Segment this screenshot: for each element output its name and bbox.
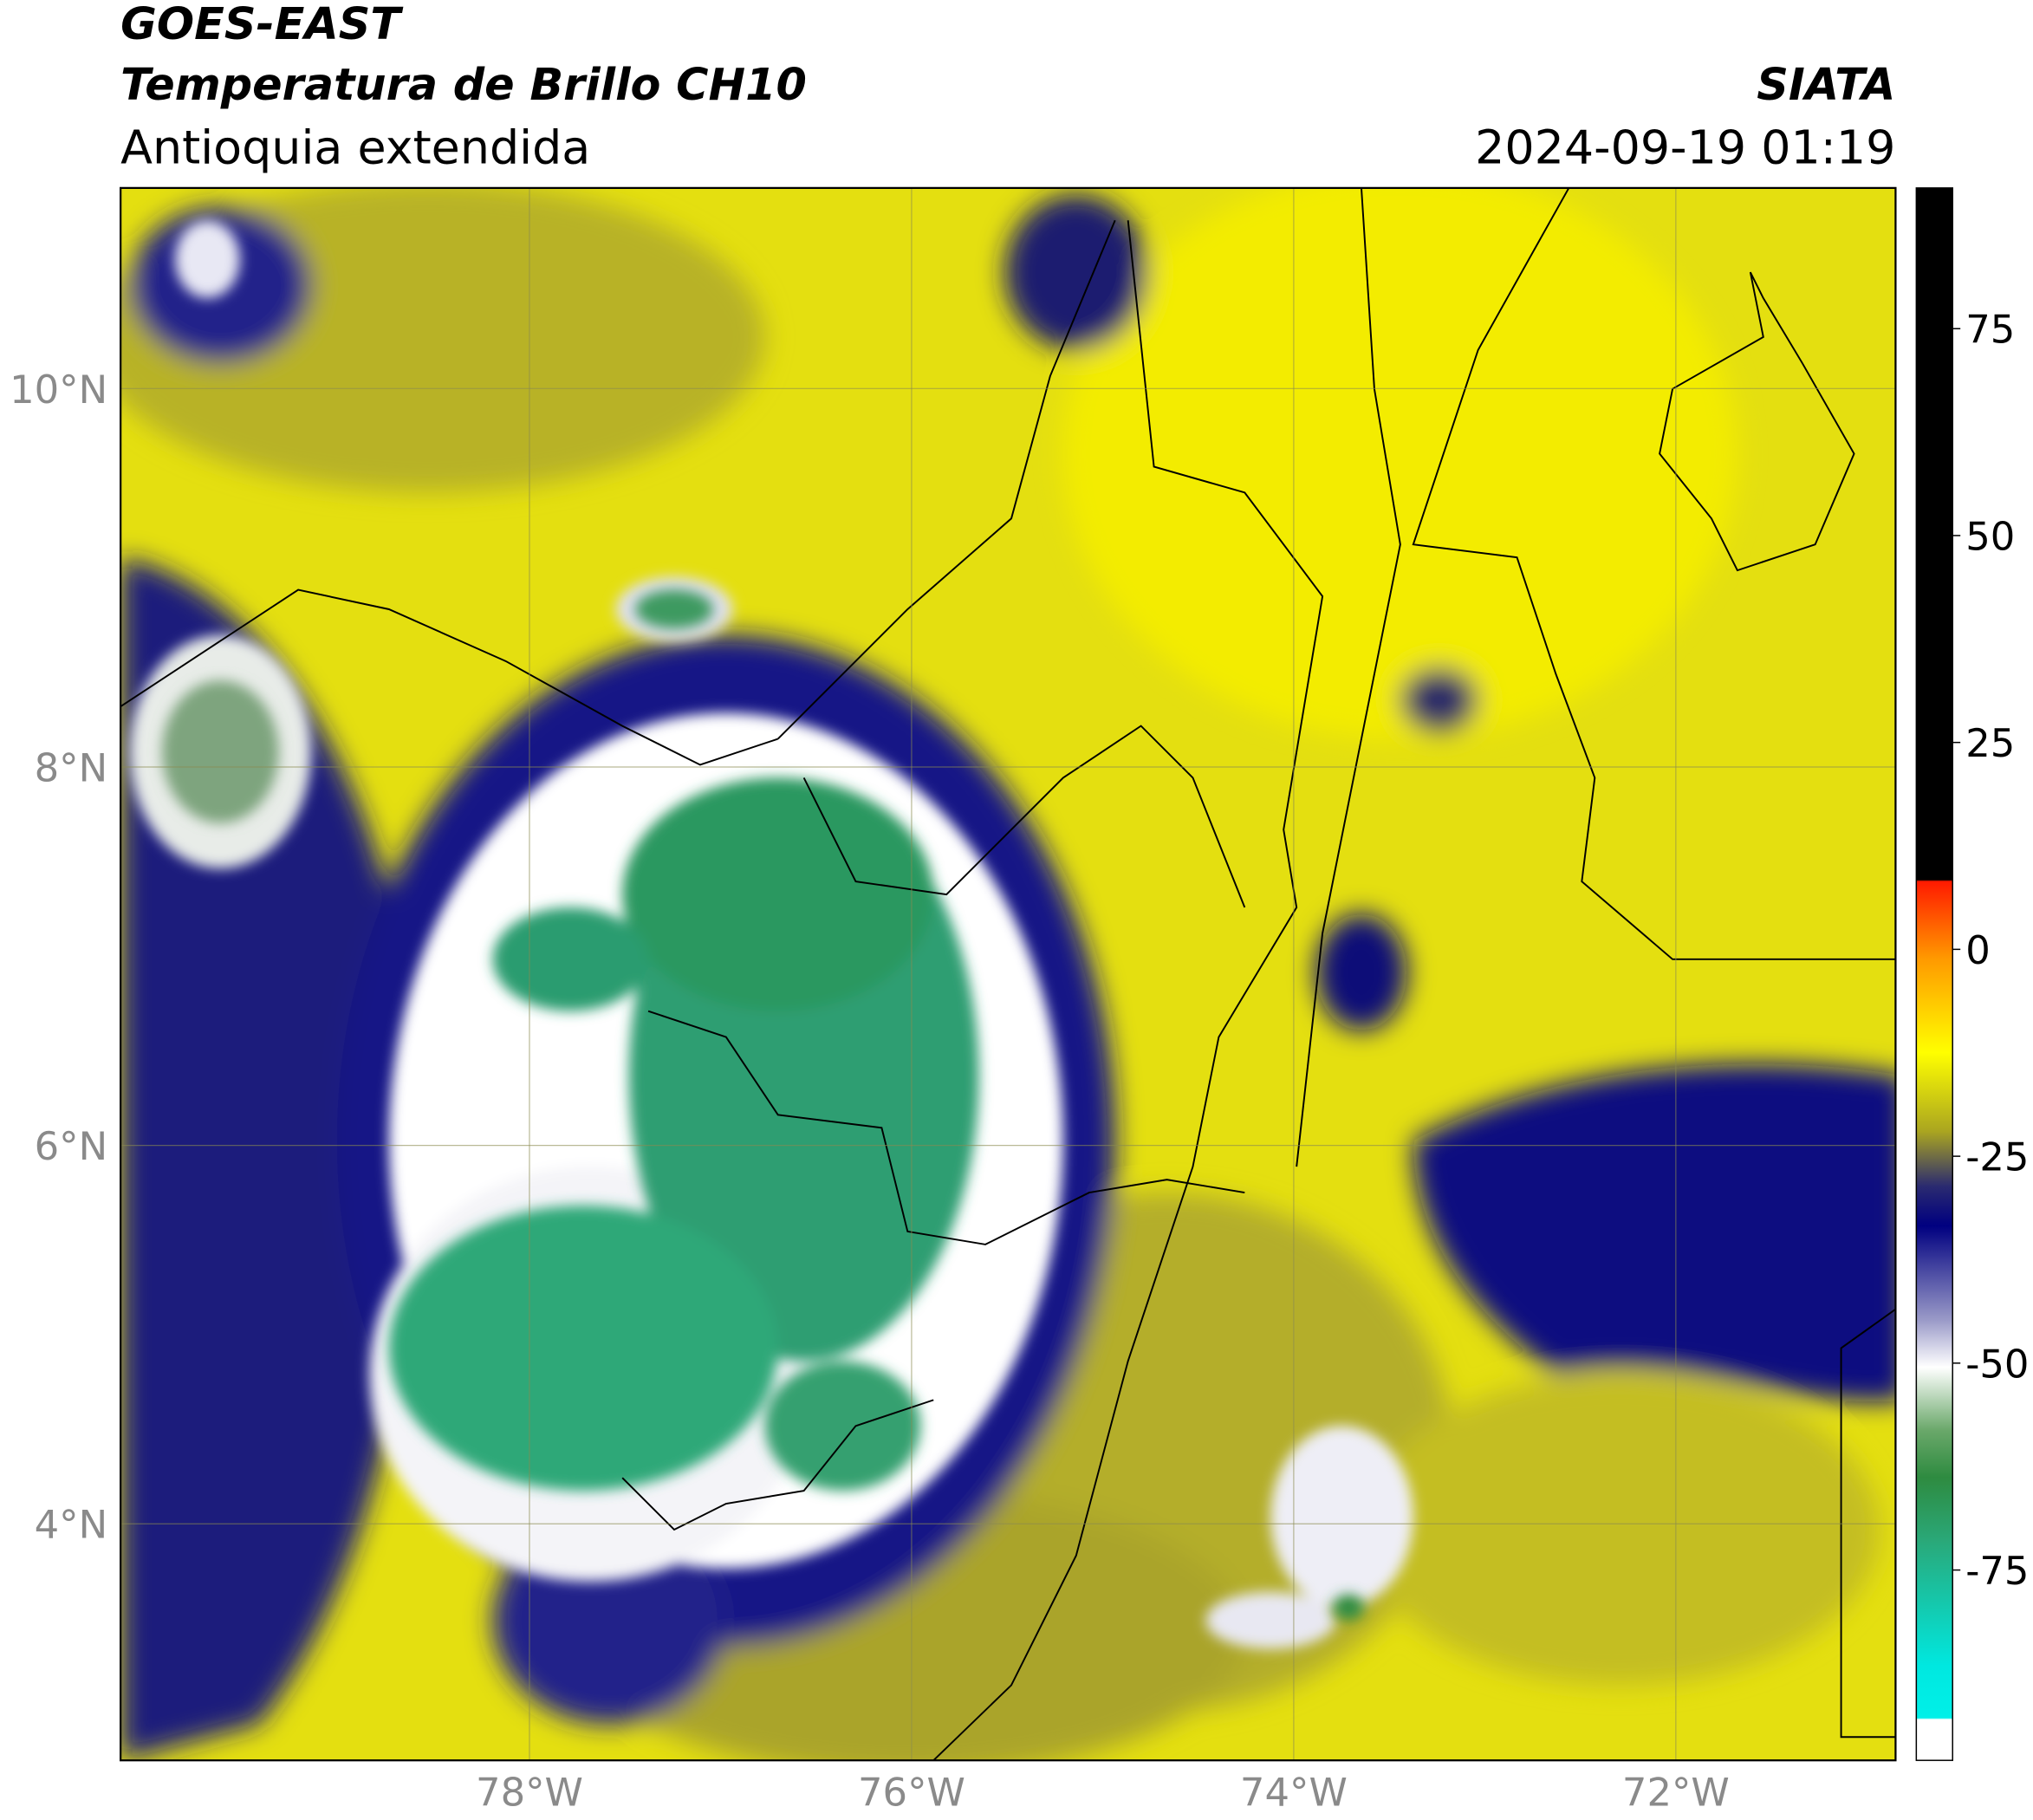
satellite-title: GOES-EAST bbox=[120, 0, 404, 49]
colorbar bbox=[1915, 187, 1953, 1761]
lat-tick-label: 4°N bbox=[35, 1502, 108, 1548]
graticule bbox=[120, 187, 1896, 1761]
lon-tick-label: 76°W bbox=[858, 1770, 965, 1816]
lon-tick-label: 78°W bbox=[476, 1770, 583, 1816]
colorbar-tick-label: -50 bbox=[1965, 1341, 2029, 1387]
source-label: SIATA bbox=[1757, 59, 1895, 110]
colorbar-tick-label: 25 bbox=[1965, 720, 2015, 766]
lat-tick-label: 10°N bbox=[10, 367, 107, 413]
colorbar-tick-label: -75 bbox=[1965, 1548, 2029, 1594]
lat-tick-label: 6°N bbox=[35, 1123, 108, 1169]
lon-tick-label: 74°W bbox=[1240, 1770, 1348, 1816]
satellite-image bbox=[120, 187, 1896, 1761]
lon-tick-label: 72°W bbox=[1622, 1770, 1730, 1816]
colorbar-tick-label: -25 bbox=[1965, 1134, 2029, 1180]
colorbar-tick-label: 75 bbox=[1965, 307, 2015, 353]
colorbar-tick-label: 0 bbox=[1965, 927, 1991, 973]
colorbar-tick-label: 50 bbox=[1965, 513, 2015, 559]
lat-tick-label: 8°N bbox=[35, 744, 108, 790]
ticks: 78°W 76°W 74°W 72°W 4°N 6°N 8°N 10°N -75 -50 -25 0 2… bbox=[10, 307, 2029, 1816]
region-subtitle: Antioquia extendida bbox=[120, 120, 590, 174]
product-title: Temperatura de Brillo CH10 bbox=[120, 59, 807, 110]
map-frame bbox=[120, 186, 1897, 1762]
datetime-label: 2024-09-19 01:19 bbox=[1475, 120, 1895, 174]
